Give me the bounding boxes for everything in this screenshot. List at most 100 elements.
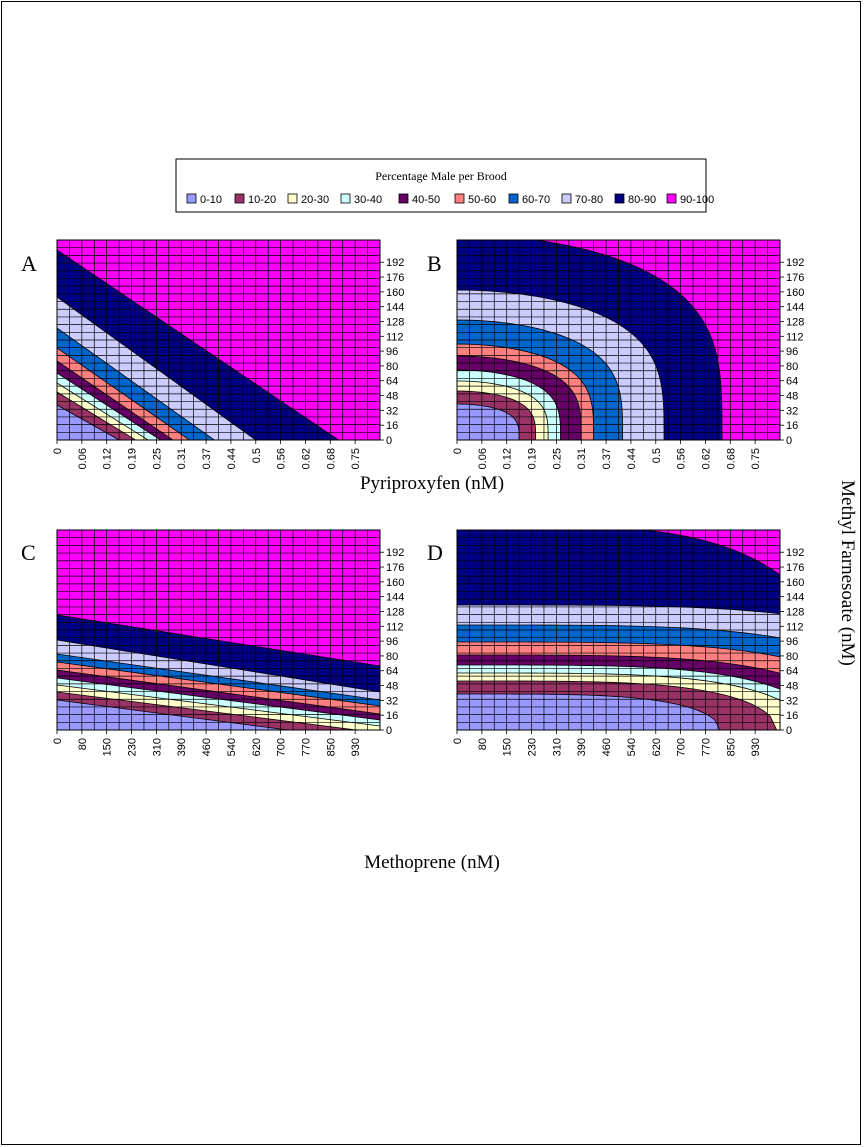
legend-item-40-50: 40-50: [398, 193, 440, 206]
y-tick-label: 128: [386, 606, 404, 618]
y-tick-label: 16: [386, 710, 398, 722]
y-tick-label: 64: [386, 666, 398, 678]
y-tick-label: 176: [386, 562, 404, 574]
x-tick-label: 540: [226, 738, 238, 756]
chart-panel-b: 0 0.06 0.12 0.19 0.25 0.31 0.37 0.44 0.5 0.56 0.62…: [452, 239, 804, 469]
x-tick-label: 0: [52, 738, 64, 744]
legend-label: 20-30: [301, 194, 329, 206]
plot-border: [456, 529, 781, 731]
y-tick-label: 96: [386, 346, 398, 358]
x-tick-label: 150: [502, 738, 514, 756]
y-tick-label: 192: [786, 547, 804, 559]
x-tick-label: 0.37: [201, 448, 213, 469]
x-tick-label: 0: [452, 738, 464, 744]
x-tick-label: 230: [527, 738, 539, 756]
legend-swatch: [287, 193, 298, 204]
grid: [457, 240, 780, 440]
x-tick-label: 620: [651, 738, 663, 756]
x-tick-label: 540: [626, 738, 638, 756]
x-tick-label: 230: [127, 738, 139, 756]
y-tick-label: 96: [786, 636, 798, 648]
y-tick-label: 80: [786, 361, 798, 373]
x-tick-label: 0.44: [226, 448, 238, 469]
y-tick-label: 144: [386, 592, 404, 604]
legend-item-0-10: 0-10: [186, 193, 222, 206]
y-tick-label: 0: [386, 725, 392, 737]
y-tick-label: 64: [786, 376, 798, 388]
y-tick-label: 48: [386, 391, 398, 403]
y-tick-label: 80: [386, 361, 398, 373]
x-tick-label: 700: [276, 738, 288, 756]
x-tick-label: 460: [201, 738, 213, 756]
panel-label-b: B: [427, 251, 442, 276]
legend-label: 60-70: [522, 194, 550, 206]
chart-panel-a: 0 0.06 0.12 0.19 0.25 0.31 0.37 0.44 0.5 0.56 0.62…: [52, 239, 404, 469]
y-tick-label: 192: [786, 257, 804, 269]
grid: [57, 240, 380, 440]
legend-swatch: [666, 193, 677, 204]
x-tick-label: 0: [52, 448, 64, 454]
y-tick-label: 192: [386, 257, 404, 269]
y-tick-label: 176: [786, 562, 804, 574]
y-tick-label: 128: [786, 316, 804, 328]
legend-item-70-80: 70-80: [561, 193, 603, 206]
x-tick-label: 850: [325, 738, 337, 756]
plot-border: [456, 239, 781, 441]
y-tick-label: 64: [386, 376, 398, 388]
x-tick-label: 0.62: [700, 448, 712, 469]
legend-item-60-70: 60-70: [508, 193, 550, 206]
x-tick-label: 0.75: [350, 448, 362, 469]
legend-swatch: [561, 193, 572, 204]
legend-swatch: [614, 193, 625, 204]
x-tick-label: 930: [350, 738, 362, 756]
y-tick-label: 144: [786, 592, 804, 604]
y-tick-label: 176: [786, 272, 804, 284]
x-tick-label: 0.68: [325, 448, 337, 469]
x-tick-label: 0.75: [750, 448, 762, 469]
legend-label: 80-90: [628, 194, 656, 206]
legend-label: 70-80: [575, 194, 603, 206]
y-tick-label: 48: [386, 681, 398, 693]
y-tick-label: 160: [786, 577, 804, 589]
legend-swatch: [234, 193, 245, 204]
x-tick-label: 310: [151, 738, 163, 756]
plot-border: [56, 529, 381, 731]
y-tick-label: 192: [386, 547, 404, 559]
x-tick-label: 0.12: [502, 448, 514, 469]
x-tick-label: 930: [750, 738, 762, 756]
region-below-10: [457, 403, 520, 440]
plot-border: [56, 239, 381, 441]
x-tick-label: 850: [725, 738, 737, 756]
legend-swatch: [186, 193, 197, 204]
y-tick-label: 80: [786, 651, 798, 663]
y-tick-label: 144: [786, 302, 804, 314]
y-tick-label: 160: [786, 287, 804, 299]
legend-label: 90-100: [680, 194, 714, 206]
legend-item-10-20: 10-20: [234, 193, 276, 206]
y-tick-label: 16: [786, 710, 798, 722]
y-tick-label: 0: [786, 435, 792, 447]
y-axis-title-methyl-farnesoate: Methyl Farnesoate (nM): [837, 480, 858, 666]
x-axis-title-pyriproxyfen: Pyriproxyfen (nM): [360, 473, 504, 494]
legend-label: 30-40: [354, 194, 382, 206]
y-tick-label: 0: [386, 435, 392, 447]
region-below-10: [57, 404, 120, 440]
y-tick-label: 32: [786, 695, 798, 707]
legend-swatch: [340, 193, 351, 204]
legend-label: 50-60: [468, 194, 496, 206]
y-tick-label: 112: [786, 621, 804, 633]
grid: [457, 530, 780, 730]
panel-label-c: C: [21, 540, 36, 565]
panel-label-d: D: [427, 540, 443, 565]
legend-swatch: [454, 193, 465, 204]
y-tick-label: 112: [386, 331, 404, 343]
region-below-10: [457, 693, 721, 730]
x-tick-label: 700: [676, 738, 688, 756]
x-tick-label: 460: [601, 738, 613, 756]
y-tick-label: 32: [386, 405, 398, 417]
y-tick-label: 112: [386, 621, 404, 633]
y-tick-label: 48: [786, 391, 798, 403]
legend: Percentage Male per Brood 0-10 10-20 20-30…: [175, 158, 714, 213]
x-tick-label: 0.25: [151, 448, 163, 469]
y-tick-label: 16: [786, 420, 798, 432]
